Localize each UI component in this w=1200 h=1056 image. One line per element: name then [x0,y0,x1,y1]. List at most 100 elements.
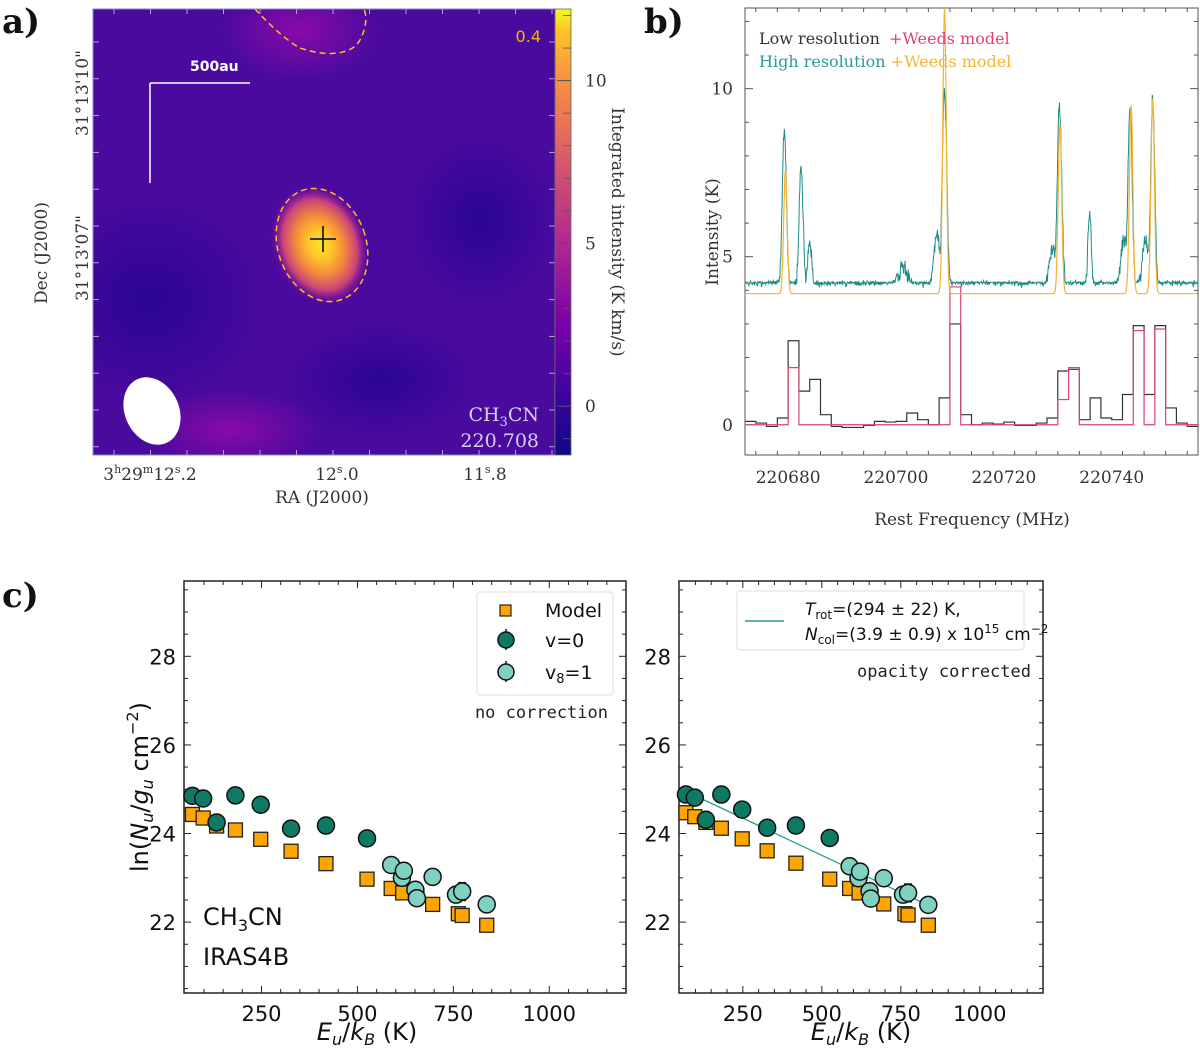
v8-point [407,888,427,908]
high-res-model [745,7,1198,295]
legend-marker-model [499,604,512,617]
ra-tick-label: 12s.0 [315,463,359,485]
colorbar [554,8,572,456]
colorbar-label: Integrated intensity (K km/s) [607,107,627,356]
model-point [822,871,838,887]
legend-marker-v8 [497,663,515,681]
model-point [227,822,244,838]
v0-point [193,789,213,808]
v0-point [226,786,245,805]
x-tick-label: 750 [881,1002,921,1026]
legend-low-res-model: +Weeds model [889,29,1010,48]
molecule-label: CH3CN [468,404,539,430]
x-tick-label: 500 [337,1002,377,1026]
high-res-spectrum [744,87,1199,288]
scale-bar-label: 500au [190,59,239,75]
v8-point [423,867,442,887]
legend-label-v0: v=0 [545,630,584,652]
contour-level [254,9,367,55]
low-res-model [745,286,1198,426]
model-point [283,843,299,859]
legend-high-res-model: +Weeds model [891,52,1012,71]
panel-a-letter: a) [2,2,41,42]
low-res-model-histogram [745,286,1198,426]
contour-level [275,187,369,303]
v8-point [394,861,414,880]
x-tick-label: 220680 [756,468,821,488]
y-tick-label: 26 [149,734,176,758]
x-tick-label: 250 [241,1002,281,1026]
legend-ncol: Ncol=(3.9 ± 0.9) x 1015 cm−2 [805,622,1048,647]
v8-point [850,862,870,881]
x-tick-label: 750 [433,1002,473,1026]
v0-point [316,816,336,835]
v8-point [874,869,893,888]
y-tick-label: 0 [722,416,733,436]
model-point [788,855,804,871]
intensity-map-panel: 500au 0.4 CH3CN 220.708 3h29m12s.2 12s.0… [32,8,627,508]
y-tick-label: 24 [644,823,671,847]
spectrum-legend: High resolution +Weeds model [759,52,1011,71]
v0-point [786,816,806,835]
dec-tick-label: 31°13'10" [73,50,93,136]
rot-legend-right: Trot=(294 ± 22) K, Ncol=(3.9 ± 0.9) x 10… [736,590,1048,651]
high-res-data [744,87,1199,288]
ra-tick-label: 3h29m12s.2 [103,463,197,485]
map-low-region [400,130,555,310]
model-point [759,843,775,859]
legend-high-res: High resolution [759,52,886,71]
model-point [920,917,936,933]
model-point [734,831,750,847]
model-point [454,907,470,924]
x-tick-label: 1000 [523,1002,576,1026]
y-tick-label: 28 [644,645,671,669]
rot-y-label: ln(Nu/gu cm−2) [123,702,157,872]
y-tick-label: 22 [149,911,176,935]
spectrum-legend: Low resolution +Weeds model [759,29,1010,48]
v8-point [452,882,472,901]
colorbar-tick-label: 0 [585,397,596,417]
x-tick-label: 500 [802,1002,842,1026]
frequency-label: 220.708 [460,430,539,452]
contour-level-label: 0.4 [516,27,541,46]
v0-point [732,800,752,819]
y-tick-label: 5 [722,248,733,268]
map-ticks [93,9,555,455]
v8-point [919,895,938,915]
ra-axis-label: RA (J2000) [275,488,369,508]
spectrum-frame [744,7,1199,456]
model-point [318,855,334,872]
model-point [424,896,441,913]
map-high-region [220,9,380,80]
colorbar-ticks: 0 5 10 [557,15,607,440]
model-point [900,907,916,923]
v8-point [898,883,918,903]
x-tick-label: 1000 [953,1002,1006,1026]
v0-point [712,785,731,804]
map-low-region [93,190,270,410]
v8-point [477,895,496,914]
panel-b-letter: b) [644,2,684,42]
model-point [479,917,495,933]
dec-tick-label: 31°13'07" [73,215,93,301]
v0-point [357,829,377,848]
v0-point [251,795,270,814]
high-res-model [745,7,1198,295]
v0-point [281,819,301,838]
spectrum-ticks: 220680 220700 220720 220740 0 5 10 [711,8,1198,488]
rot-x-label-right: Eu/kB (K) [811,1018,911,1049]
x-tick-label: 220740 [1079,468,1144,488]
low-res-data [745,323,1198,429]
x-tick-label: 250 [723,1002,763,1026]
annotation-no-correction: no correction [475,703,608,723]
low-res-histogram [745,323,1198,429]
legend-label-v8: v8=1 [545,662,593,687]
legend-trot: Trot=(294 ± 22) K, [805,600,961,622]
colorbar-tick-label: 5 [585,234,596,254]
model-point [359,871,375,887]
panel-c-letter: c) [2,576,39,616]
v0-point [820,828,839,848]
v0-point [207,813,226,832]
legend-low-res: Low resolution [759,29,880,48]
x-tick-label: 220720 [971,468,1036,488]
